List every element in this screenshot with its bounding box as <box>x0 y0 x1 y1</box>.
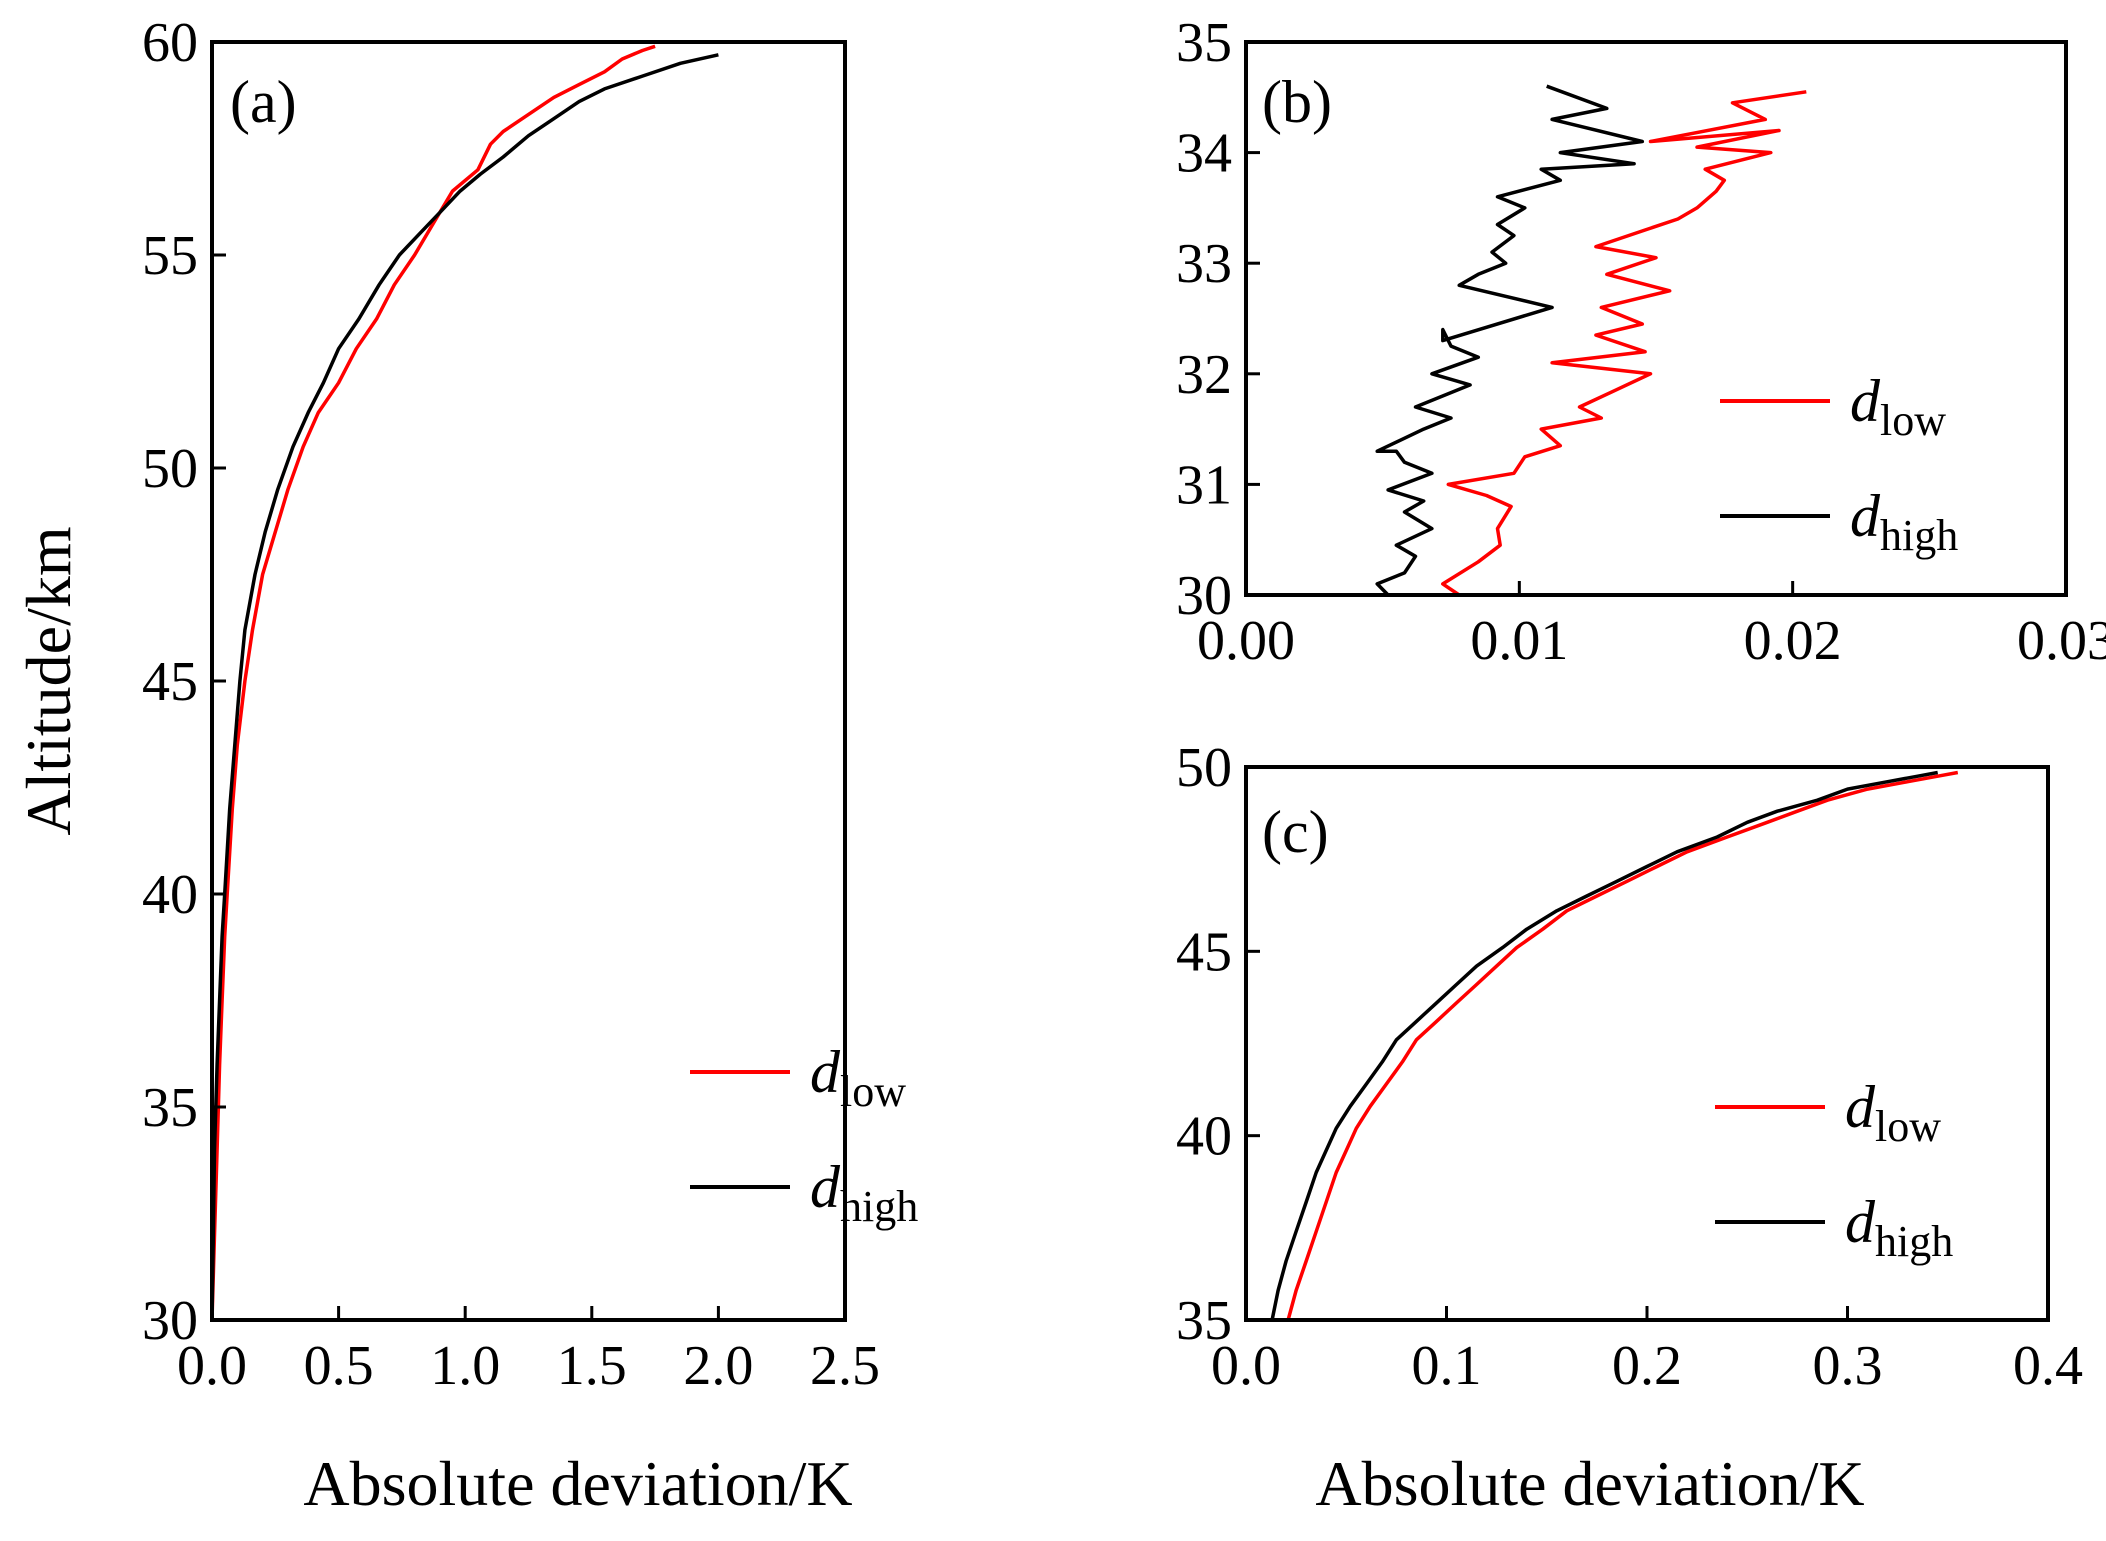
panel-c-legend-label-low: dlow <box>1845 1074 1941 1151</box>
panel-b: 0.00 0.01 0.02 0.03 30 31 32 33 34 35 (b) dlow dh… <box>1176 12 2106 672</box>
panel-a-legend-label-high: dhigh <box>810 1154 918 1231</box>
panel-c-xtick-label: 0.1 <box>1412 1335 1482 1397</box>
panel-c-ytick-label: 50 <box>1176 737 1232 799</box>
panel-c-series <box>1270 770 1959 1321</box>
panel-a-yticks: 30 35 40 45 50 55 60 <box>142 12 226 1352</box>
panel-b-series-d-low <box>1441 90 1807 597</box>
panel-a-xtick-label: 2.5 <box>810 1335 880 1397</box>
panel-c: 0.0 0.1 0.2 0.3 0.4 35 40 45 50 (c) dlow dhigh <box>1176 737 2083 1397</box>
panel-b-frame <box>1244 40 2068 597</box>
panel-a-label: (a) <box>230 69 297 135</box>
x-axis-title-right: Absolute deviation/K <box>1315 1448 1864 1519</box>
panel-c-xticks: 0.0 0.1 0.2 0.3 0.4 <box>1211 1306 2083 1397</box>
panel-c-label: (c) <box>1262 799 1329 865</box>
panel-a-legend-label-low: dlow <box>810 1039 906 1116</box>
panel-c-legend: dlow dhigh <box>1715 1074 1953 1266</box>
panel-b-series <box>1375 84 1807 597</box>
panel-a-ytick-label: 50 <box>142 438 198 500</box>
panel-a: 0.0 0.5 1.0 1.5 2.0 2.5 30 35 40 45 50 55 60 (a) dl… <box>142 12 918 1397</box>
panel-a-xtick-label: 1.5 <box>557 1335 627 1397</box>
panel-a-series-d-low <box>210 44 656 1321</box>
panel-c-series-d-high <box>1270 770 1939 1321</box>
panel-b-xtick-label: 0.03 <box>2017 610 2106 672</box>
panel-b-ytick-label: 31 <box>1176 454 1232 516</box>
panel-c-xtick-label: 0.0 <box>1211 1335 1281 1397</box>
panel-a-xtick-label: 0.0 <box>177 1335 247 1397</box>
panel-a-frame <box>210 40 847 1322</box>
panel-b-yticks: 30 31 32 33 34 35 <box>1176 12 1260 627</box>
y-axis-title: Altitude/km <box>13 526 84 835</box>
panel-c-ytick-label: 40 <box>1176 1106 1232 1168</box>
panel-b-ytick-label: 32 <box>1176 344 1232 406</box>
panel-a-series-d-high <box>210 53 719 1321</box>
panel-b-ytick-label: 35 <box>1176 12 1232 74</box>
panel-a-series <box>210 44 719 1321</box>
panel-b-xtick-label: 0.00 <box>1197 610 1295 672</box>
panel-a-ytick-label: 55 <box>142 225 198 287</box>
panel-b-xticks: 0.00 0.01 0.02 0.03 <box>1197 581 2106 672</box>
panel-c-yticks: 35 40 45 50 <box>1176 737 1260 1352</box>
panel-c-xtick-label: 0.3 <box>1813 1335 1883 1397</box>
panel-a-xticks: 0.0 0.5 1.0 1.5 2.0 2.5 <box>177 1306 880 1397</box>
panel-b-xtick-label: 0.02 <box>1744 610 1842 672</box>
panel-a-ytick-label: 60 <box>142 12 198 74</box>
panel-b-ytick-label: 33 <box>1176 233 1232 295</box>
panel-c-ytick-label: 35 <box>1176 1290 1232 1352</box>
panel-a-xtick-label: 0.5 <box>304 1335 374 1397</box>
panel-b-xtick-label: 0.01 <box>1470 610 1568 672</box>
panel-a-xtick-label: 1.0 <box>430 1335 500 1397</box>
panel-c-xtick-label: 0.4 <box>2013 1335 2083 1397</box>
panel-b-legend-label-high: dhigh <box>1850 483 1958 560</box>
panel-a-ytick-label: 35 <box>142 1077 198 1139</box>
panel-b-series-d-high <box>1375 84 1645 597</box>
panel-a-ytick-label: 45 <box>142 651 198 713</box>
panel-a-legend: dlow dhigh <box>690 1039 918 1231</box>
panel-b-ytick-label: 34 <box>1176 123 1232 185</box>
panel-a-ytick-label: 40 <box>142 864 198 926</box>
panel-a-ytick-label: 30 <box>142 1290 198 1352</box>
panel-c-ytick-label: 45 <box>1176 921 1232 983</box>
panel-c-xtick-label: 0.2 <box>1612 1335 1682 1397</box>
panel-b-legend-label-low: dlow <box>1850 368 1946 445</box>
x-axis-title-left: Absolute deviation/K <box>303 1448 852 1519</box>
panel-b-ytick-label: 30 <box>1176 565 1232 627</box>
panel-a-xtick-label: 2.0 <box>683 1335 753 1397</box>
panel-b-label: (b) <box>1262 69 1332 135</box>
panel-b-legend: dlow dhigh <box>1720 368 1958 560</box>
panel-c-legend-label-high: dhigh <box>1845 1189 1953 1266</box>
panel-c-series-d-low <box>1286 770 1959 1321</box>
